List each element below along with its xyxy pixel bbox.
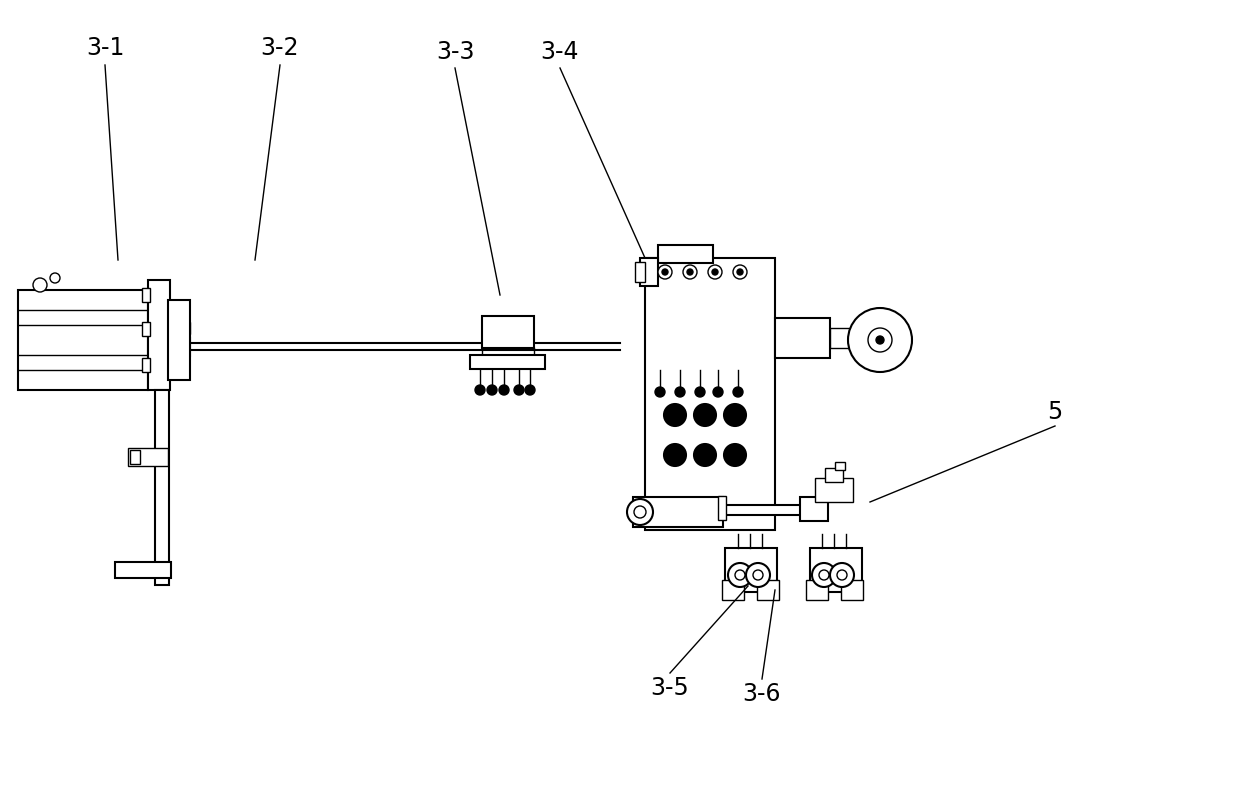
Bar (148, 280, 170, 390)
Text: 3-1: 3-1 (86, 36, 124, 60)
Circle shape (737, 269, 743, 275)
Bar (19, 290, 148, 390)
Bar (835, 462, 844, 470)
Circle shape (694, 387, 706, 397)
Circle shape (712, 269, 718, 275)
Bar (470, 355, 546, 369)
Circle shape (694, 444, 715, 466)
Bar (775, 318, 830, 358)
Bar (722, 580, 744, 600)
Bar (632, 497, 723, 527)
Circle shape (515, 385, 525, 395)
Circle shape (475, 385, 485, 395)
Bar (825, 468, 843, 482)
Text: 3-4: 3-4 (541, 40, 579, 64)
Circle shape (627, 499, 653, 525)
Circle shape (753, 570, 763, 580)
Bar (155, 390, 169, 585)
Circle shape (728, 563, 751, 587)
Circle shape (868, 328, 892, 352)
Circle shape (675, 387, 684, 397)
Bar (856, 332, 904, 348)
Text: 5: 5 (1048, 400, 1063, 424)
Circle shape (837, 570, 847, 580)
Circle shape (875, 336, 884, 344)
Circle shape (708, 265, 722, 279)
Circle shape (525, 385, 534, 395)
Circle shape (655, 387, 665, 397)
Circle shape (634, 506, 646, 518)
Circle shape (662, 269, 668, 275)
Circle shape (33, 278, 47, 292)
Circle shape (724, 404, 746, 426)
Text: 3-5: 3-5 (651, 676, 689, 700)
Bar (167, 300, 190, 380)
Bar (830, 328, 849, 348)
Circle shape (724, 444, 746, 466)
Bar (725, 548, 777, 592)
Circle shape (818, 570, 830, 580)
Circle shape (746, 563, 770, 587)
Circle shape (735, 570, 745, 580)
Text: 3-2: 3-2 (260, 36, 299, 60)
Circle shape (733, 387, 743, 397)
Circle shape (848, 308, 911, 372)
Bar (756, 580, 779, 600)
Bar (810, 548, 862, 592)
Bar (482, 316, 534, 348)
Circle shape (487, 385, 497, 395)
Bar (645, 258, 775, 530)
Bar (143, 322, 150, 336)
Bar (800, 497, 828, 521)
Circle shape (683, 265, 697, 279)
Bar (658, 245, 713, 263)
Bar (143, 288, 150, 302)
Circle shape (658, 265, 672, 279)
Text: 3-3: 3-3 (435, 40, 474, 64)
Circle shape (713, 387, 723, 397)
Bar (815, 478, 853, 502)
Circle shape (812, 563, 836, 587)
Bar (720, 505, 805, 515)
Bar (170, 322, 190, 334)
Bar (130, 450, 140, 464)
Bar (841, 580, 863, 600)
Bar (640, 258, 658, 286)
Circle shape (687, 269, 693, 275)
Circle shape (50, 273, 60, 283)
Circle shape (733, 265, 746, 279)
Bar (635, 262, 645, 282)
Circle shape (694, 404, 715, 426)
Circle shape (830, 563, 854, 587)
Text: 3-6: 3-6 (743, 682, 781, 706)
Bar (128, 448, 167, 466)
Circle shape (498, 385, 508, 395)
Circle shape (663, 404, 686, 426)
Bar (115, 562, 171, 578)
Bar (718, 496, 725, 520)
Circle shape (663, 444, 686, 466)
Bar (806, 580, 828, 600)
Bar (143, 358, 150, 372)
